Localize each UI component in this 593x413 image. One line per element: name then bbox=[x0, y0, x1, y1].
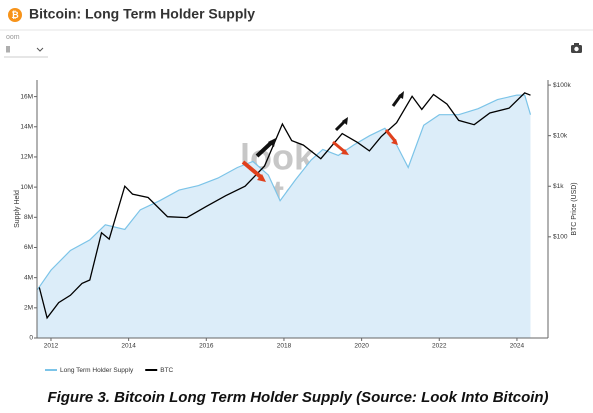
series-area bbox=[37, 95, 531, 338]
caption: Figure 3. Bitcoin Long Term Holder Suppl… bbox=[47, 389, 548, 406]
y-tick-label: 8M bbox=[24, 214, 33, 221]
x-tick-label: 2016 bbox=[199, 343, 214, 350]
black-arrow-head bbox=[398, 91, 404, 99]
legend-label: Long Term Holder Supply bbox=[60, 367, 134, 374]
camera-button[interactable] bbox=[571, 43, 582, 53]
camera-top[interactable] bbox=[574, 43, 579, 46]
y-tick-label: 10M bbox=[20, 184, 33, 191]
y-tick-label: 12M bbox=[20, 154, 33, 161]
red-arrow bbox=[332, 140, 346, 154]
y-axis-title: Supply Held bbox=[14, 190, 21, 228]
x-tick-label: 2022 bbox=[432, 343, 447, 350]
x-tick-label: 2020 bbox=[354, 343, 369, 350]
black-arrow-head bbox=[268, 138, 276, 147]
y-tick-label: 4M bbox=[24, 274, 33, 281]
series-line bbox=[38, 92, 531, 320]
x-tick-label: 2012 bbox=[44, 343, 59, 350]
dropdown-chevron[interactable] bbox=[36, 47, 44, 52]
black-arrow bbox=[334, 119, 347, 132]
black-arrow bbox=[255, 140, 274, 158]
y2-tick-label: $100k bbox=[553, 82, 571, 89]
red-arrow bbox=[384, 129, 397, 142]
y-tick-label: 16M bbox=[20, 93, 33, 100]
x-tick-label: 2018 bbox=[277, 343, 292, 350]
y-tick-label: 0 bbox=[29, 335, 33, 342]
y-tick-label: 14M bbox=[20, 123, 33, 130]
dropdown-value[interactable]: ll bbox=[6, 44, 10, 54]
page-title: Bitcoin: Long Term Holder Supply bbox=[29, 6, 255, 22]
y-tick-label: 6M bbox=[24, 244, 33, 251]
plot: lookintobitcoin02M4M6M8M10M12M14M16M$100… bbox=[14, 80, 578, 374]
zoom-label: oom bbox=[6, 34, 20, 41]
red-arrow-head bbox=[391, 139, 398, 145]
y2-tick-label: $10k bbox=[553, 132, 568, 139]
legend-label: BTC bbox=[160, 367, 173, 374]
y2-tick-label: $100 bbox=[553, 234, 568, 241]
x-tick-label: 2024 bbox=[510, 343, 525, 350]
x-tick-label: 2014 bbox=[121, 343, 136, 350]
camera-lens[interactable] bbox=[574, 46, 579, 52]
y2-axis-title: BTC Price (USD) bbox=[571, 182, 578, 235]
annotation-arrows bbox=[241, 91, 404, 182]
bitcoin-icon bbox=[8, 8, 22, 22]
bitcoin-symbol: ₿ bbox=[11, 10, 18, 20]
dropdown[interactable]: ll bbox=[4, 44, 48, 58]
y-tick-label: 2M bbox=[24, 305, 33, 312]
y2-tick-label: $1k bbox=[553, 183, 564, 190]
red-arrow-head bbox=[341, 149, 349, 155]
series-line bbox=[36, 94, 532, 291]
black-arrow-head bbox=[342, 117, 348, 125]
red-arrow-head bbox=[257, 174, 266, 182]
red-arrow bbox=[241, 160, 264, 180]
